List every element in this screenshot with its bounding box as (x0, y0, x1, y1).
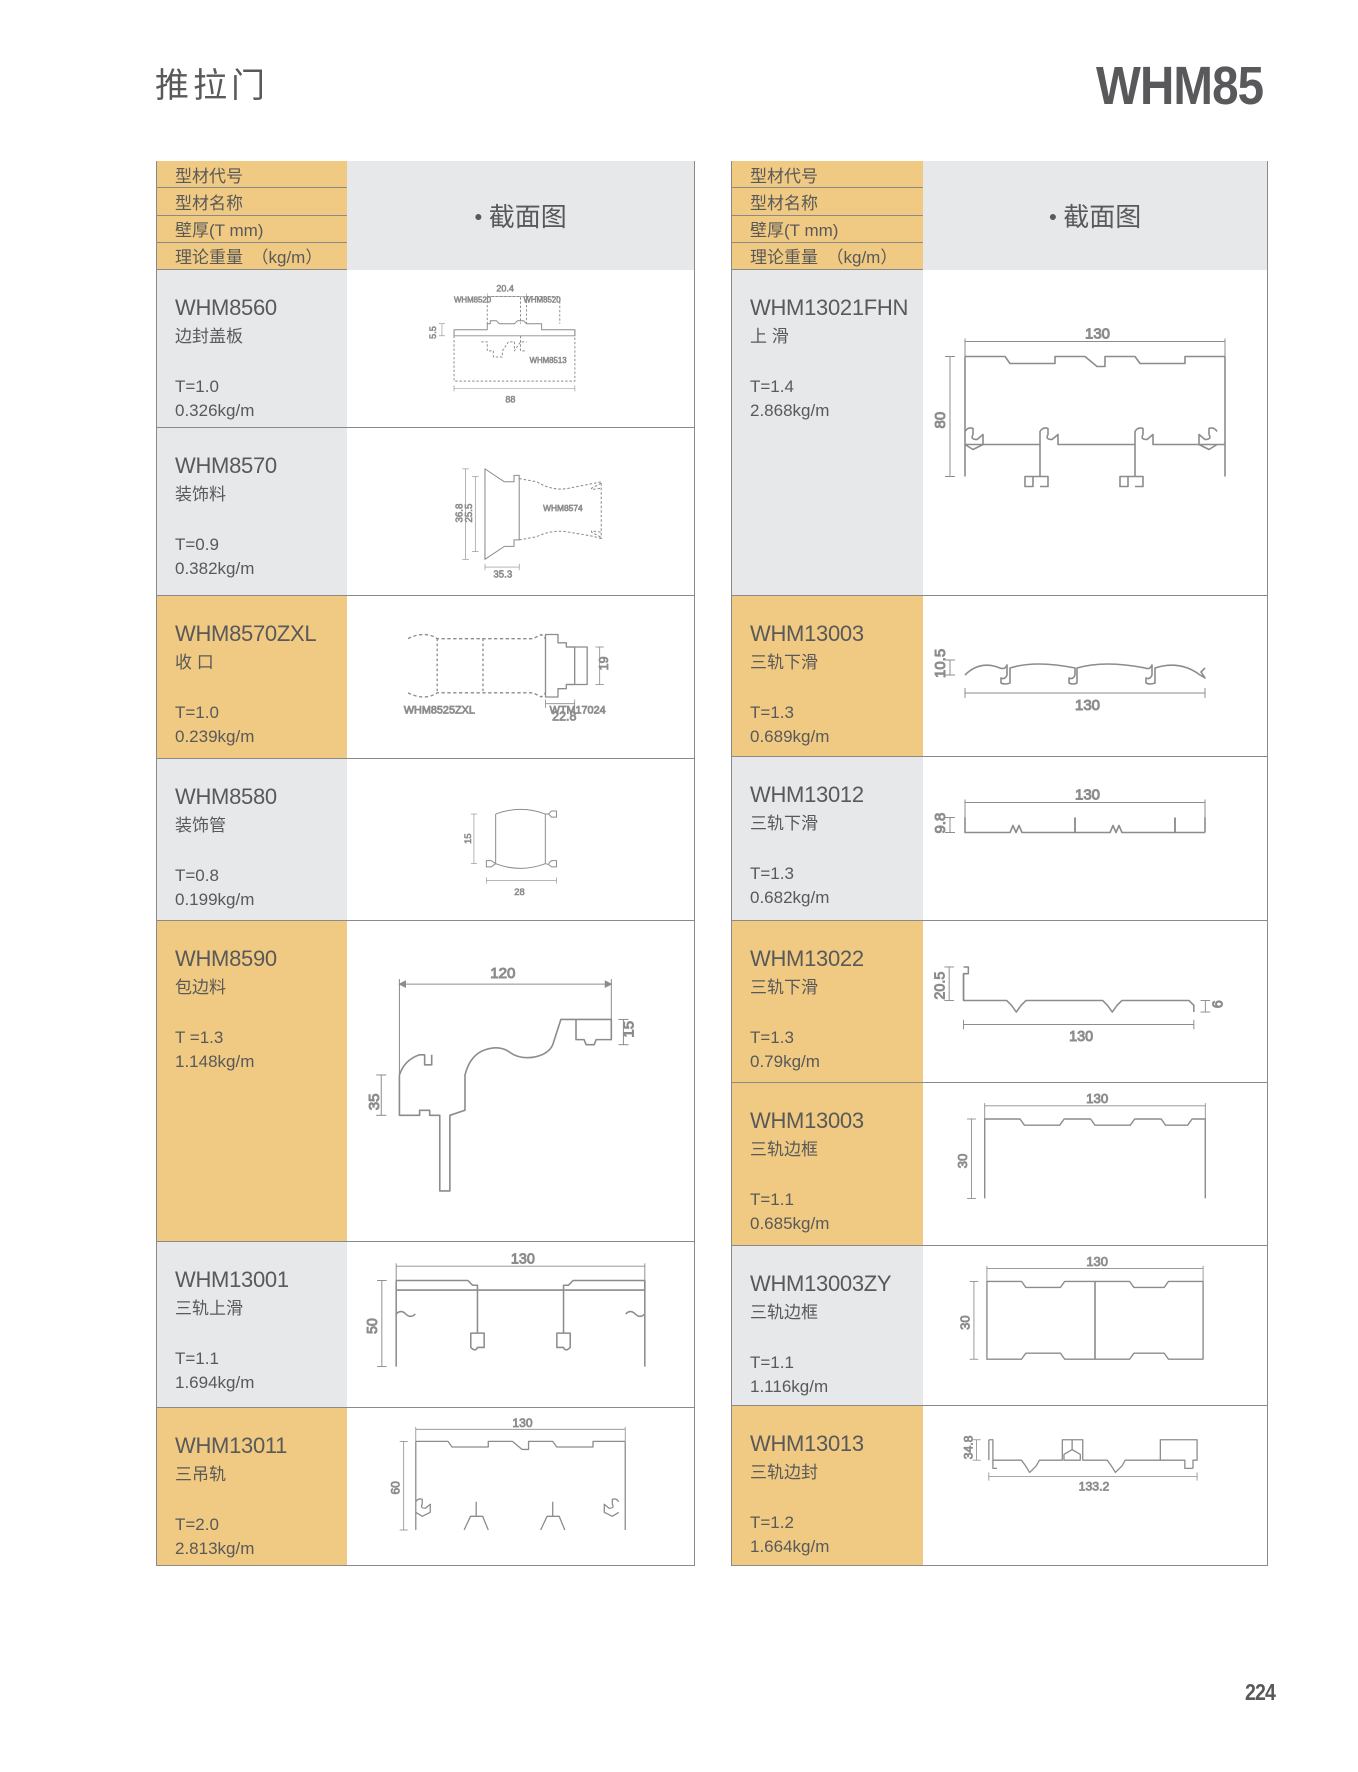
svg-text:133.2: 133.2 (1079, 1479, 1110, 1493)
svg-text:80: 80 (932, 412, 949, 429)
svg-text:30: 30 (955, 1154, 970, 1169)
svg-text:60: 60 (389, 1481, 403, 1495)
svg-text:28: 28 (514, 887, 524, 897)
svg-text:130: 130 (1069, 1029, 1093, 1045)
svg-text:15: 15 (621, 1021, 638, 1038)
svg-text:22.8: 22.8 (552, 709, 576, 723)
svg-text:88: 88 (505, 394, 515, 404)
svg-text:35: 35 (366, 1093, 383, 1110)
svg-text:130: 130 (511, 1251, 535, 1267)
svg-text:9.8: 9.8 (932, 813, 949, 834)
svg-text:6: 6 (1211, 1000, 1227, 1008)
svg-text:25.5: 25.5 (464, 504, 475, 523)
svg-text:WHM8520: WHM8520 (524, 296, 562, 305)
svg-text:50: 50 (365, 1318, 381, 1334)
svg-text:20.4: 20.4 (496, 284, 514, 294)
svg-text:WHM8574: WHM8574 (543, 503, 583, 513)
svg-text:20.5: 20.5 (932, 972, 948, 1000)
svg-text:15: 15 (463, 834, 473, 844)
svg-text:19: 19 (597, 656, 611, 670)
svg-text:WHM8525ZXL: WHM8525ZXL (404, 705, 475, 717)
svg-text:WHM8520: WHM8520 (454, 296, 492, 305)
svg-text:130: 130 (1075, 697, 1100, 714)
svg-text:130: 130 (1086, 1091, 1108, 1106)
svg-text:120: 120 (490, 965, 515, 982)
svg-text:34.8: 34.8 (962, 1435, 976, 1459)
svg-text:WHM8513: WHM8513 (530, 356, 568, 365)
svg-text:130: 130 (1085, 326, 1110, 343)
svg-text:130: 130 (1075, 787, 1100, 804)
svg-text:130: 130 (512, 1416, 532, 1430)
svg-text:30: 30 (958, 1315, 973, 1329)
svg-text:130: 130 (1086, 1254, 1108, 1269)
svg-text:35.3: 35.3 (493, 569, 512, 580)
svg-text:5.5: 5.5 (428, 326, 438, 339)
svg-text:10.5: 10.5 (932, 649, 949, 678)
